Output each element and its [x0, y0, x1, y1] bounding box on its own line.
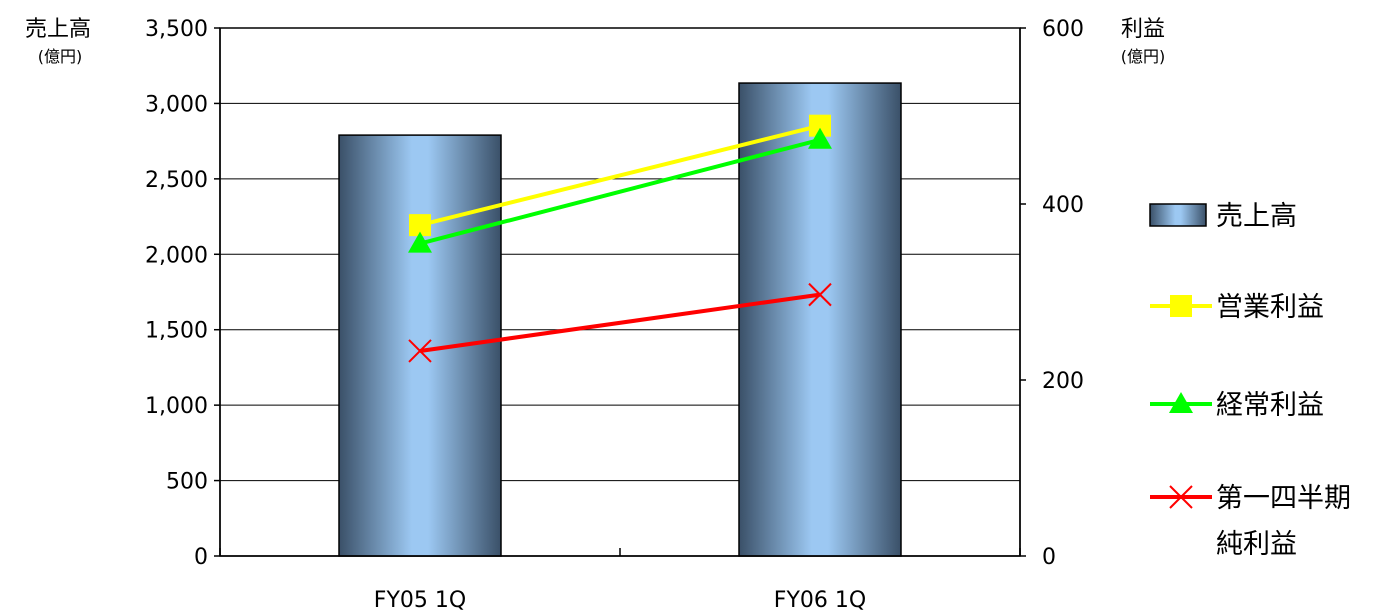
y-left-tick-label: 2,000: [145, 243, 208, 268]
series-1-point-2: [809, 114, 831, 137]
series-line-1: [419, 123, 821, 228]
x-tick-label: FY05 1Q: [374, 588, 466, 612]
y-left-tick-label: 1,500: [145, 319, 208, 344]
series-line-3: [419, 292, 821, 353]
series-2-point-2: [808, 127, 832, 149]
legend-marker-3: [1169, 485, 1193, 509]
bar-2: [738, 82, 902, 557]
legend-marker-1: [1170, 295, 1192, 317]
y-left-tick-label: 500: [166, 470, 208, 495]
y-left-title: 売上高: [25, 17, 91, 42]
legend-label-1: 営業利益: [1216, 292, 1324, 323]
y-right-tick-label: 0: [1042, 545, 1056, 570]
legend-label-sales: 売上高: [1216, 201, 1297, 232]
y-left-unit: (億円): [38, 47, 83, 66]
legend-label-3-line-1: 第一四半期: [1216, 483, 1351, 514]
y-right-tick-label: 400: [1042, 193, 1084, 218]
y-left-tick-label: 1,000: [145, 394, 208, 419]
x-tick-label: FY06 1Q: [774, 588, 866, 612]
y-right-title: 利益: [1121, 17, 1165, 42]
legend-label-3-line-2: 純利益: [1216, 529, 1297, 560]
series-2-point-1: [408, 231, 432, 253]
y-left-tick-label: 2,500: [145, 168, 208, 193]
series-3-point-1: [408, 339, 432, 363]
series-1-point-1: [409, 214, 431, 237]
series-line-2: [419, 137, 821, 246]
legend-label-2: 経常利益: [1216, 390, 1324, 421]
y-left-tick-label: 0: [194, 545, 208, 570]
legend-marker-2: [1169, 392, 1193, 413]
y-right-unit: (億円): [1121, 47, 1166, 66]
legend-swatch-sales: [1149, 203, 1207, 227]
y-left-tick-label: 3,000: [145, 92, 208, 117]
y-left-tick-label: 3,500: [145, 17, 208, 42]
y-right-tick-label: 200: [1042, 369, 1084, 394]
y-right-tick-label: 600: [1042, 17, 1084, 42]
bar-1: [338, 134, 502, 557]
series-3-point-2: [808, 282, 832, 307]
